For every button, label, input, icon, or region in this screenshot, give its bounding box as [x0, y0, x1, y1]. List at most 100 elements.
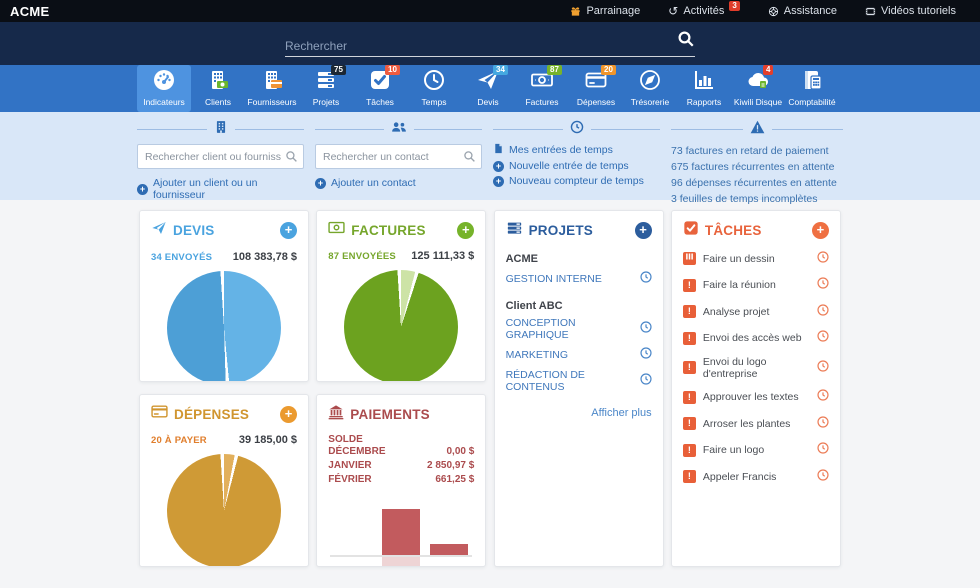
- bar-chart-icon: [692, 68, 716, 97]
- task-exclamation-icon: !: [683, 391, 696, 404]
- show-more-projects-link[interactable]: Afficher plus: [506, 407, 652, 419]
- activites-link[interactable]: ↺ Activités 3: [668, 4, 739, 18]
- task-label[interactable]: Envoi du logo d'entreprise: [703, 356, 810, 380]
- nav-item-devis[interactable]: 34 Devis: [461, 65, 515, 112]
- nav-item-comptabilite[interactable]: Comptabilité: [785, 65, 839, 112]
- task-row: ! Appeler Francis: [683, 468, 829, 486]
- brand-logo[interactable]: ACME: [10, 4, 49, 19]
- nav-item-rapports[interactable]: Rapports: [677, 65, 731, 112]
- task-exclamation-icon: !: [683, 332, 696, 345]
- nav-item-indicateurs[interactable]: Indicateurs: [137, 65, 191, 112]
- taches-badge: 10: [385, 65, 400, 75]
- top-bar: ACME Parrainage ↺ Activités 3 Assistance…: [0, 0, 980, 22]
- devis-stat-label: 34 ENVOYÉS: [151, 252, 212, 263]
- project-list-icon: [506, 220, 523, 241]
- topbar-menu: Parrainage ↺ Activités 3 Assistance Vidé…: [570, 4, 956, 18]
- clients-building-icon: [206, 68, 230, 97]
- bar-column: [425, 509, 472, 555]
- factures-stat-label: 87 ENVOYÉES: [328, 251, 396, 262]
- add-client-supplier-link[interactable]: + Ajouter un client ou un fournisseur: [137, 177, 304, 201]
- nav-item-clients[interactable]: Clients: [191, 65, 245, 112]
- timer-clock-icon[interactable]: [817, 303, 829, 321]
- timer-clock-icon[interactable]: [817, 388, 829, 406]
- nav-item-kiwili-disque[interactable]: 4 Kiwili Disque: [731, 65, 785, 112]
- devis-card: DEVIS + 34 ENVOYÉS 108 383,78 $: [139, 210, 309, 382]
- bar-column: [378, 509, 425, 555]
- task-label[interactable]: Analyse projet: [703, 306, 810, 318]
- timer-clock-icon[interactable]: [817, 250, 829, 268]
- nav-item-tresorerie[interactable]: Trésorerie: [623, 65, 677, 112]
- my-time-entries-link[interactable]: Mes entrées de temps: [493, 143, 660, 157]
- project-link[interactable]: GESTION INTERNE: [506, 273, 602, 285]
- clock-icon: [570, 120, 584, 139]
- alert-recurring-expenses[interactable]: 96 dépenses récurrentes en attente: [671, 175, 843, 191]
- assistance-link[interactable]: Assistance: [768, 5, 837, 17]
- project-row: RÉDACTION DE CONTENUS: [506, 369, 652, 393]
- project-link[interactable]: CONCEPTION GRAPHIQUE: [506, 317, 640, 341]
- factures-stat-value: 125 111,33 $: [411, 250, 474, 262]
- task-row: Faire un dessin: [683, 250, 829, 268]
- add-tache-button[interactable]: +: [812, 222, 829, 239]
- task-exclamation-icon: !: [683, 470, 696, 483]
- parrainage-link[interactable]: Parrainage: [570, 5, 640, 17]
- videos-tutoriels-link[interactable]: Vidéos tutoriels: [865, 5, 956, 17]
- nav-item-projets[interactable]: 75 Projets: [299, 65, 353, 112]
- client-supplier-search-input[interactable]: [137, 144, 304, 169]
- alert-incomplete-timesheets[interactable]: 3 feuilles de temps incomplètes: [671, 191, 843, 207]
- timer-clock-icon[interactable]: [817, 359, 829, 377]
- timer-clock-icon[interactable]: [817, 468, 829, 486]
- timer-clock-icon[interactable]: [817, 415, 829, 433]
- timer-clock-icon[interactable]: [640, 270, 652, 288]
- timer-clock-icon[interactable]: [817, 441, 829, 459]
- task-label[interactable]: Envoi des accès web: [703, 332, 810, 344]
- solde-row: DÉCEMBRE 0,00 $: [328, 445, 474, 459]
- factures-pie-chart: [344, 270, 458, 382]
- project-link[interactable]: MARKETING: [506, 349, 568, 361]
- nav-item-fournisseurs[interactable]: Fournisseurs: [245, 65, 299, 112]
- task-priority-icon: [683, 252, 696, 265]
- timer-clock-icon[interactable]: [640, 320, 652, 338]
- task-label[interactable]: Faire un dessin: [703, 253, 810, 265]
- activites-badge: 3: [729, 1, 739, 11]
- task-exclamation-icon: !: [683, 417, 696, 430]
- timer-clock-icon[interactable]: [817, 276, 829, 294]
- nav-item-temps[interactable]: Temps: [407, 65, 461, 112]
- compass-icon: [638, 68, 662, 97]
- devis-stat-value: 108 383,78 $: [233, 251, 297, 263]
- bar-column: [330, 509, 377, 555]
- project-client-name: Client ABC: [506, 300, 652, 312]
- new-time-counter-link[interactable]: + Nouveau compteur de temps: [493, 175, 660, 187]
- global-search-bar: [0, 22, 980, 65]
- project-link[interactable]: RÉDACTION DE CONTENUS: [506, 369, 640, 393]
- task-label[interactable]: Faire la réunion: [703, 279, 810, 291]
- add-depense-button[interactable]: +: [280, 406, 297, 423]
- contact-search-input[interactable]: [315, 144, 482, 169]
- nav-item-factures[interactable]: 87 Factures: [515, 65, 569, 112]
- banknote-icon: [328, 220, 345, 240]
- card-title: TÂCHES: [705, 223, 762, 238]
- add-devis-button[interactable]: +: [280, 222, 297, 239]
- credit-card-icon: [151, 404, 168, 424]
- building-icon: [214, 120, 228, 139]
- timer-clock-icon[interactable]: [640, 372, 652, 390]
- add-facture-button[interactable]: +: [457, 222, 474, 239]
- search-icon[interactable]: [677, 30, 695, 53]
- task-label[interactable]: Approuver les textes: [703, 391, 810, 403]
- task-label[interactable]: Faire un logo: [703, 444, 810, 456]
- task-label[interactable]: Arroser les plantes: [703, 418, 810, 430]
- bar: [430, 544, 468, 555]
- task-label[interactable]: Appeler Francis: [703, 471, 810, 483]
- new-time-entry-link[interactable]: + Nouvelle entrée de temps: [493, 160, 660, 172]
- timer-clock-icon[interactable]: [640, 346, 652, 364]
- warning-icon: [750, 120, 765, 139]
- timer-clock-icon[interactable]: [817, 329, 829, 347]
- nav-item-taches[interactable]: 10 Tâches: [353, 65, 407, 112]
- global-search-input[interactable]: [285, 39, 677, 53]
- alert-overdue-invoices[interactable]: 73 factures en retard de paiement: [671, 143, 843, 159]
- nav-item-depenses[interactable]: 20 Dépenses: [569, 65, 623, 112]
- task-row: ! Envoi des accès web: [683, 329, 829, 347]
- add-contact-link[interactable]: + Ajouter un contact: [315, 177, 482, 189]
- alert-recurring-invoices[interactable]: 675 factures récurrentes en attente: [671, 159, 843, 175]
- plus-icon: +: [315, 178, 326, 189]
- add-projet-button[interactable]: +: [635, 222, 652, 239]
